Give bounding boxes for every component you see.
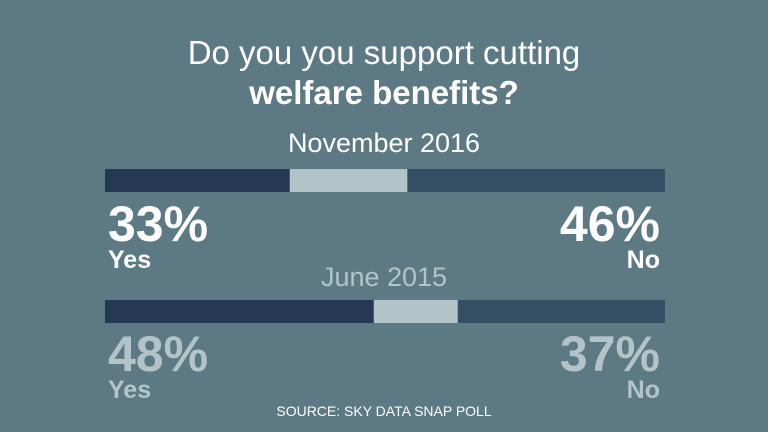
period-label-jun-2015: June 2015	[320, 262, 448, 292]
period-label-nov-2016: November 2016	[287, 128, 481, 158]
stacked-bar-nov-2016	[105, 169, 665, 192]
chart-title-line1: Do you you support cutting	[187, 34, 581, 71]
no-segment-nov-2016	[407, 169, 665, 192]
chart-title-line2: welfare benefits?	[249, 74, 519, 111]
yes-segment-jun-2015	[105, 300, 374, 323]
yes-segment-nov-2016	[105, 169, 290, 192]
no-label-jun-2015: No	[626, 376, 660, 404]
yes-value-nov-2016: 33%	[108, 196, 209, 252]
no-value-jun-2015: 37%	[559, 326, 660, 382]
source-note: SOURCE: SKY DATA SNAP POLL	[276, 403, 492, 419]
undecided-segment-jun-2015	[373, 300, 458, 323]
yes-label-jun-2015: Yes	[108, 376, 152, 404]
yes-value-jun-2015: 48%	[108, 326, 209, 382]
yes-label-nov-2016: Yes	[108, 246, 152, 274]
no-segment-jun-2015	[457, 300, 665, 323]
undecided-segment-nov-2016	[289, 169, 408, 192]
no-value-nov-2016: 46%	[559, 196, 660, 252]
stacked-bar-jun-2015	[105, 300, 665, 323]
no-label-nov-2016: No	[626, 246, 660, 274]
